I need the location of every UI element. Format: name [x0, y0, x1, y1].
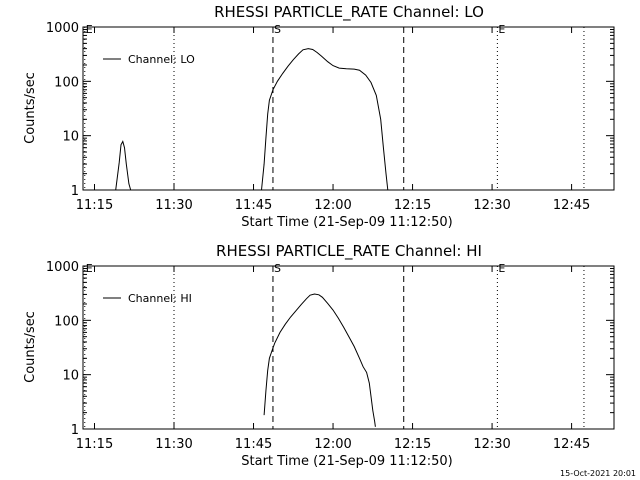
series-line [115, 140, 132, 191]
marker-label: E [86, 262, 93, 275]
plot-frame [82, 265, 615, 430]
legend-label: Channel: LO [128, 53, 195, 66]
data-series [115, 48, 389, 191]
legend: Channel: LO [103, 53, 195, 66]
y-tick-label: 1 [71, 184, 79, 199]
x-tick-label: 12:00 [314, 198, 351, 213]
x-tick-label: 12:45 [553, 198, 590, 213]
x-tick-label: 12:30 [473, 198, 510, 213]
x-tick-label: 12:15 [394, 437, 431, 452]
x-axis-label: Start Time (21-Sep-09 11:12:50) [241, 454, 452, 469]
data-series [263, 293, 376, 427]
y-tick-label: 100 [54, 75, 79, 90]
x-tick-label: 11:30 [155, 437, 192, 452]
series-line [263, 293, 376, 427]
x-tick-label: 11:15 [76, 437, 113, 452]
y-tick-label: 1000 [46, 260, 79, 275]
footer-timestamp: 15-Oct-2021 20:01 [560, 469, 636, 478]
chart-title: RHESSI PARTICLE_RATE Channel: HI [216, 242, 482, 261]
axis-ticks: 11:15 11:30 11:45 12:00 12:15 12:30 12:45 1 10 10… [46, 21, 614, 213]
y-axis-label: Counts/sec [23, 72, 38, 144]
y-tick-label: 100 [54, 314, 79, 329]
marker-label: E [498, 262, 505, 275]
y-tick-label: 10 [62, 369, 79, 384]
chart-panel-hi: RHESSI PARTICLE_RATE Channel: HI Start T… [23, 242, 615, 469]
marker-label: S [274, 23, 281, 36]
x-tick-label: 12:45 [553, 437, 590, 452]
x-axis-label: Start Time (21-Sep-09 11:12:50) [241, 215, 452, 230]
x-tick-label: 11:45 [235, 198, 272, 213]
x-tick-label: 12:30 [473, 437, 510, 452]
series-line [261, 48, 389, 191]
x-tick-label: 12:00 [314, 437, 351, 452]
x-tick-label: 11:15 [76, 198, 113, 213]
legend-label: Channel: HI [128, 292, 192, 305]
chart-title: RHESSI PARTICLE_RATE Channel: LO [214, 3, 484, 22]
marker-label: E [86, 23, 93, 36]
x-tick-label: 12:15 [394, 198, 431, 213]
y-tick-label: 1000 [46, 21, 79, 36]
chart-panel-lo: RHESSI PARTICLE_RATE Channel: LO Start T… [23, 3, 615, 230]
marker-label: S [274, 262, 281, 275]
x-tick-label: 11:30 [155, 198, 192, 213]
y-tick-label: 1 [71, 423, 79, 438]
x-tick-label: 11:45 [235, 437, 272, 452]
marker-label: E [498, 23, 505, 36]
y-axis-label: Counts/sec [23, 311, 38, 383]
legend: Channel: HI [103, 292, 192, 305]
plot-frame [82, 26, 615, 191]
axis-ticks: 11:15 11:30 11:45 12:00 12:15 12:30 12:45 1 10 10… [46, 260, 614, 452]
y-tick-label: 10 [62, 130, 79, 145]
